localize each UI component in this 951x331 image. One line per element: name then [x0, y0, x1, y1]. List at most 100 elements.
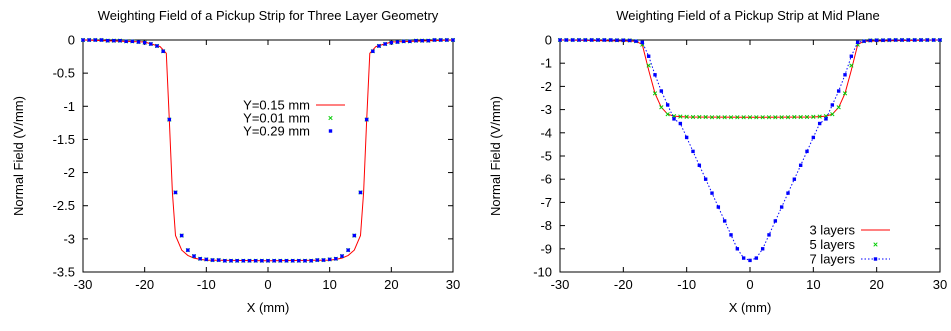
data-point	[260, 259, 264, 263]
data-point	[87, 38, 91, 42]
x-tick-label: -20	[135, 277, 154, 292]
data-point	[766, 115, 772, 120]
x-tick-label: 30	[933, 277, 947, 292]
data-point	[684, 114, 689, 119]
data-point	[849, 63, 854, 68]
x-tick-label: -30	[74, 277, 93, 292]
data-point	[136, 40, 141, 44]
data-point	[278, 259, 283, 263]
data-point	[303, 259, 307, 263]
data-point	[741, 256, 746, 260]
data-point	[760, 115, 765, 120]
data-point	[652, 91, 658, 96]
data-point	[931, 38, 936, 42]
data-point	[836, 89, 841, 93]
data-point	[118, 38, 122, 43]
data-point	[779, 205, 784, 209]
series-1	[559, 39, 941, 118]
data-point	[179, 233, 184, 238]
data-point	[167, 117, 172, 122]
data-point	[371, 49, 375, 53]
data-point	[161, 49, 165, 53]
y-tick-label: -5	[540, 149, 552, 164]
data-point	[811, 135, 816, 140]
x-tick-label: -20	[614, 277, 633, 292]
data-point	[627, 38, 632, 43]
data-point	[792, 114, 797, 120]
data-point	[830, 103, 835, 107]
plot-frame	[82, 39, 454, 273]
y-tick-label: -3.5	[53, 265, 75, 280]
data-point	[748, 258, 752, 263]
data-point	[290, 259, 295, 263]
data-point	[646, 54, 651, 58]
data-point	[785, 115, 791, 120]
series-line	[559, 39, 941, 118]
x-tick-label: 10	[322, 277, 336, 292]
data-point	[241, 259, 246, 263]
data-point	[735, 115, 740, 120]
y-tick-label: -2	[540, 79, 552, 94]
series-2	[80, 37, 456, 263]
legend-label: 7 layers	[809, 252, 855, 267]
data-point	[684, 135, 689, 140]
data-point	[358, 190, 363, 195]
x-tick-label: -10	[677, 277, 696, 292]
data-point	[247, 259, 252, 263]
data-point	[142, 40, 147, 45]
data-point	[389, 40, 394, 45]
data-point	[868, 38, 873, 43]
data-point	[900, 38, 904, 42]
y-tick-label: -1	[63, 99, 75, 114]
x-tick-label: 20	[869, 277, 883, 292]
data-point	[722, 219, 727, 223]
data-point	[646, 63, 651, 68]
data-point	[881, 38, 885, 42]
data-point	[130, 39, 135, 44]
data-point	[703, 177, 708, 181]
data-point	[223, 259, 227, 263]
legend-label: 3 layers	[809, 223, 855, 238]
data-point	[754, 115, 759, 120]
data-point	[817, 121, 822, 126]
data-point	[401, 39, 406, 44]
data-point	[906, 38, 911, 42]
data-point	[266, 259, 270, 263]
series-2	[557, 37, 943, 120]
data-point	[408, 39, 412, 44]
data-point	[216, 258, 221, 262]
chart-title: Weighting Field of a Pickup Strip for Th…	[98, 8, 439, 23]
data-point	[855, 40, 860, 45]
data-point	[420, 38, 424, 43]
data-point	[414, 38, 418, 43]
data-point	[653, 73, 657, 77]
data-point	[912, 38, 917, 42]
data-point	[99, 38, 104, 42]
data-point	[634, 39, 638, 43]
data-point	[659, 89, 664, 93]
data-point	[334, 257, 338, 261]
data-point	[691, 149, 695, 154]
y-tick-label: -0.5	[53, 66, 75, 81]
y-tick-label: -4	[540, 125, 552, 140]
data-point	[451, 38, 455, 42]
data-point	[173, 190, 178, 195]
data-point	[754, 256, 759, 260]
data-point	[767, 233, 771, 237]
data-point	[842, 91, 848, 96]
data-point	[735, 247, 740, 251]
plot-frame	[559, 39, 941, 273]
data-point	[938, 38, 942, 42]
x-tick-label: 10	[806, 277, 820, 292]
y-tick-label: 0	[68, 33, 75, 48]
data-point	[327, 257, 332, 262]
x-axis-label: X (mm)	[247, 300, 290, 315]
y-tick-label: -10	[533, 265, 552, 280]
data-point	[608, 38, 613, 42]
data-point	[615, 38, 619, 42]
data-point	[798, 114, 803, 120]
series-3	[558, 38, 942, 263]
data-point	[577, 38, 581, 42]
data-point	[321, 258, 326, 262]
